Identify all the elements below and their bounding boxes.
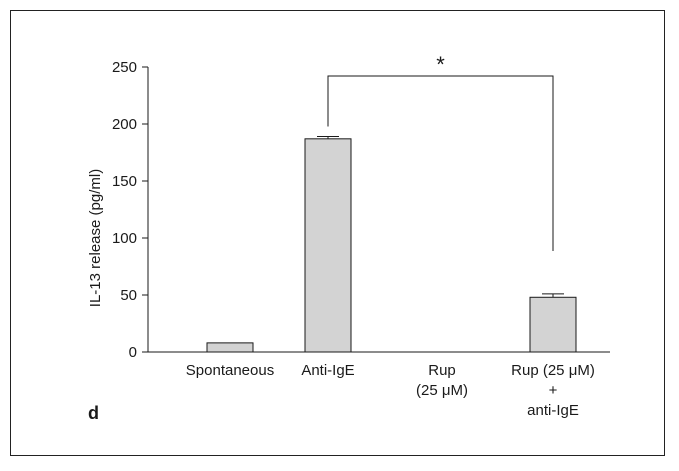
y-ticks: 0 50 100 150 200 250 <box>112 59 148 361</box>
y-tick-label: 250 <box>112 59 137 76</box>
significance-bracket: * <box>327 52 554 251</box>
x-category-label: (25 μM) <box>416 382 468 399</box>
y-axis-title: IL-13 release (pg/ml) <box>87 169 104 307</box>
x-category-label: Spontaneous <box>186 362 274 379</box>
x-category-labels: Spontaneous Anti-IgE Rup (25 μM) Rup (25 μM)… <box>186 362 595 419</box>
bar <box>206 342 254 353</box>
bar <box>304 138 352 353</box>
y-tick-label: 50 <box>120 287 137 304</box>
y-tick-label: 0 <box>129 344 137 361</box>
y-tick-label: 150 <box>112 173 137 190</box>
panel-label: d <box>88 403 99 423</box>
significance-bracket-line <box>327 75 554 251</box>
x-category-label: anti-IgE <box>527 402 579 419</box>
y-tick-label: 100 <box>112 230 137 247</box>
x-category-label: Rup (25 μM) <box>511 362 595 379</box>
x-category-label: Rup <box>428 362 456 379</box>
x-category-label: + <box>549 382 558 399</box>
y-tick-label: 200 <box>112 116 137 133</box>
bar <box>529 296 577 353</box>
error-bars <box>317 136 564 298</box>
significance-marker: * <box>436 52 445 77</box>
x-category-label: Anti-IgE <box>301 362 354 379</box>
bars <box>206 138 577 353</box>
